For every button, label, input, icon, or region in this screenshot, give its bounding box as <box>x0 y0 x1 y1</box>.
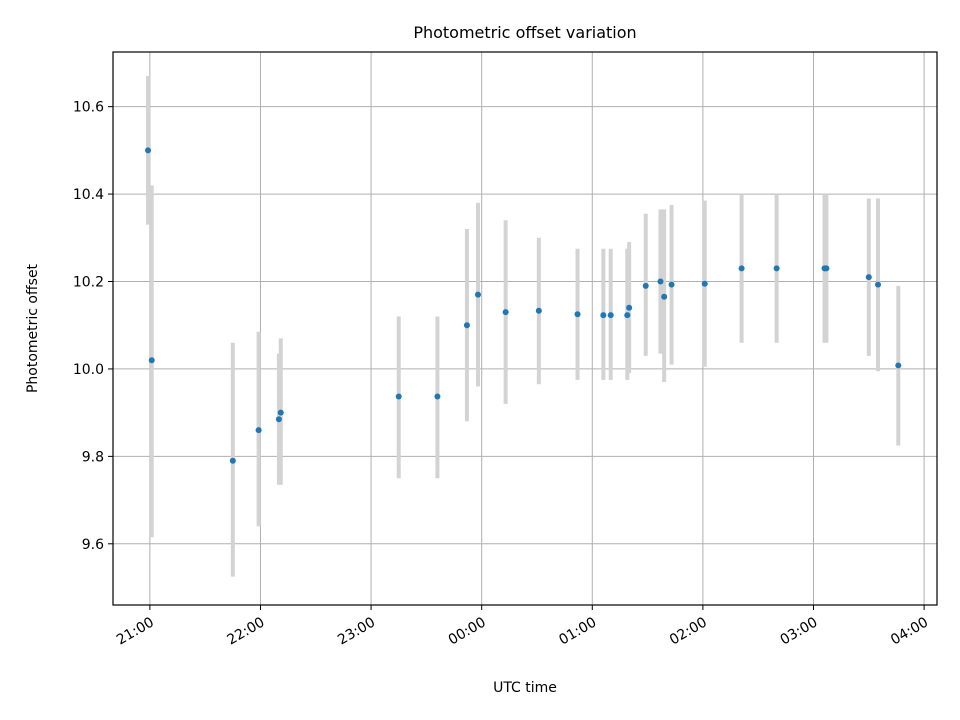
x-axis-label: UTC time <box>493 680 557 696</box>
x-tick-label: 00:00 <box>446 614 489 648</box>
y-tick-label: 10.4 <box>73 187 104 203</box>
data-point <box>738 265 745 272</box>
data-point <box>701 280 708 287</box>
data-point <box>875 281 882 288</box>
grid <box>113 52 937 605</box>
data-point <box>668 281 675 288</box>
y-tick-label: 9.8 <box>82 449 104 465</box>
data-point <box>607 312 614 319</box>
data-point <box>395 393 402 400</box>
data-point <box>255 427 262 434</box>
x-axis-ticks: 21:00 22:00 23:00 00:00 01:00 02:00 03:00 04:00 <box>114 605 931 648</box>
y-axis-ticks: 9.6 9.8 10.0 10.2 10.4 10.6 <box>73 100 113 553</box>
y-tick-label: 10.6 <box>73 100 104 116</box>
x-tick-label: 04:00 <box>888 614 931 648</box>
data-point <box>823 265 830 272</box>
data-point <box>624 312 631 319</box>
data-point <box>229 457 236 464</box>
data-point <box>600 312 607 319</box>
data-point <box>661 293 668 300</box>
x-tick-label: 01:00 <box>556 614 599 648</box>
x-tick-label: 03:00 <box>778 614 821 648</box>
chart-title: Photometric offset variation <box>413 23 636 42</box>
data-point <box>773 265 780 272</box>
data-point <box>865 274 872 281</box>
x-tick-label: 21:00 <box>114 614 157 648</box>
y-tick-label: 10.0 <box>73 362 104 378</box>
data-points <box>145 147 902 464</box>
data-point <box>502 309 509 316</box>
data-point <box>434 393 441 400</box>
data-point <box>275 416 282 423</box>
data-point <box>277 409 284 416</box>
data-point <box>642 282 649 289</box>
y-axis-label: Photometric offset <box>25 263 41 393</box>
data-point <box>626 304 633 311</box>
data-point <box>474 291 481 298</box>
x-tick-label: 02:00 <box>667 614 710 648</box>
data-point <box>148 357 155 364</box>
y-tick-label: 9.6 <box>82 537 104 553</box>
data-point <box>895 362 902 369</box>
y-tick-label: 10.2 <box>73 275 104 291</box>
data-point <box>574 311 581 318</box>
data-point <box>535 307 542 314</box>
data-point <box>657 278 664 285</box>
data-point <box>463 322 470 329</box>
x-tick-label: 23:00 <box>335 614 378 648</box>
x-tick-label: 22:00 <box>225 614 268 648</box>
plot-frame <box>112 51 938 606</box>
data-point <box>145 147 152 154</box>
